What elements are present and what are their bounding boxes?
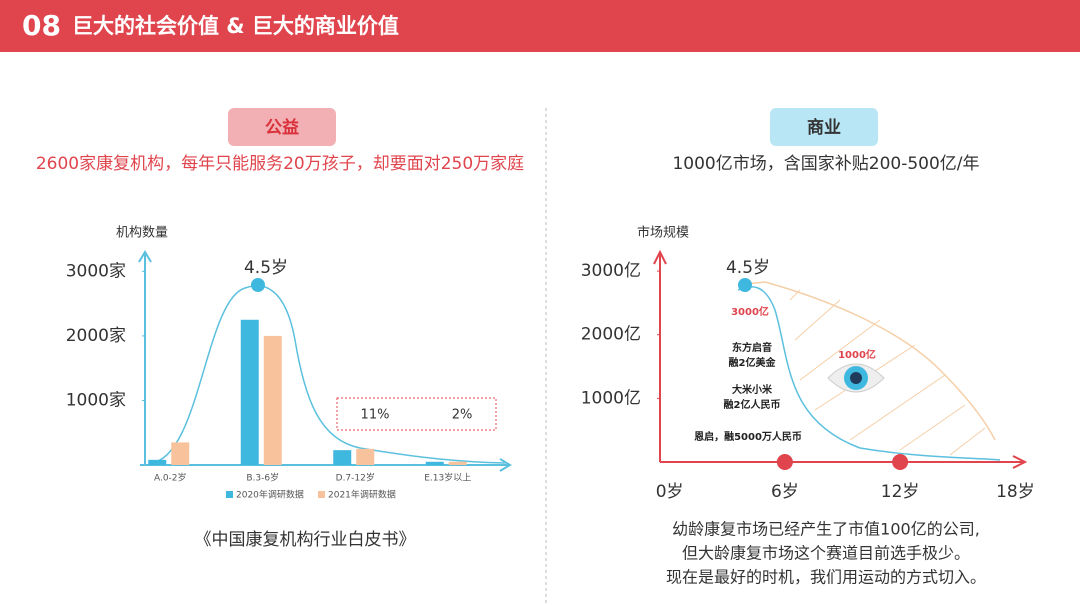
annotation: 大米小米 [732,383,773,396]
annotation: 融2亿美金 [729,356,777,369]
x-tick-label: A.0-2岁 [154,472,187,484]
annotation: 融2亿人民币 [724,398,781,411]
annotation: 2% [452,408,473,423]
x-axis [660,455,1028,469]
tag: 公益 [265,117,299,138]
legend-label: 2021年调研数据 [328,489,396,501]
note: 但大龄康复市场这个赛道目前选手极少。 [682,544,970,563]
tag-pill [228,108,336,146]
x-axis [140,458,512,472]
bar [356,448,375,465]
header-number: 08 [22,9,61,42]
x-tick-label: 18岁 [996,482,1035,502]
axis-title: 机构数量 [116,226,168,241]
subtitle: 2600家康复机构，每年只能服务20万孩子，却要面对250万家庭 [36,154,524,174]
y-axis [138,250,152,465]
axis-title: 市场规模 [637,225,689,241]
x-tick-label: 12岁 [881,482,920,502]
tick-mark [669,461,671,463]
tag: 商业 [807,117,841,138]
tick-mark [776,454,793,470]
annotation-box [336,397,497,431]
peak-dot [738,278,752,292]
peak-label: 4.5岁 [726,258,770,278]
note: 幼龄康复市场已经产生了市值100亿的公司, [672,520,980,539]
annotation: 3000亿 [731,305,769,318]
bar [240,319,259,465]
y-tick-label: 1000亿 [581,388,641,408]
bar [263,335,282,465]
hatch-edge [744,281,996,441]
annotation: 东方启音 [732,341,772,354]
header-bar [0,0,1080,52]
peak-dot [251,278,265,292]
market-curve [737,286,1001,461]
bar [148,459,167,465]
peak-label: 4.5岁 [244,258,288,278]
legend-swatch [318,491,325,498]
annotation: 恩启，融5000万人民币 [694,430,802,443]
x-tick-label: 6岁 [771,482,799,502]
y-tick-label: 2000亿 [581,325,641,345]
bar [448,461,467,465]
bar [425,461,444,465]
y-axis [653,249,667,462]
subtitle: 1000亿市场，含国家补贴200-500亿/年 [672,154,979,174]
hatch [789,289,986,456]
legend-swatch [226,491,233,498]
x-tick-label: 0岁 [656,482,684,502]
y-tick-label: 2000家 [66,326,126,346]
y-tick-label: 3000亿 [581,261,641,281]
tick-mark [1014,461,1016,463]
legend-label: 2020年调研数据 [236,489,304,501]
y-tick-label: 1000家 [66,390,126,410]
annotation: 11% [361,408,390,423]
source: 《中国康复机构行业白皮书》 [195,530,416,550]
annotation: 1000亿 [838,348,876,361]
tick-mark [892,454,909,470]
x-tick-label: E.13岁以上 [424,472,471,484]
tag-pill [770,108,878,146]
y-tick-label: 3000家 [66,261,126,281]
x-tick-label: D.7-12岁 [336,472,375,484]
trend-curve [149,285,506,464]
bar [171,442,190,465]
note: 现在是最好的时机，我们用运动的方式切入。 [666,568,986,587]
x-tick-label: B.3-6岁 [246,472,279,484]
bar [333,450,352,465]
eye-icon [827,363,885,393]
header-title: 巨大的社会价值 & 巨大的商业价值 [72,14,399,38]
